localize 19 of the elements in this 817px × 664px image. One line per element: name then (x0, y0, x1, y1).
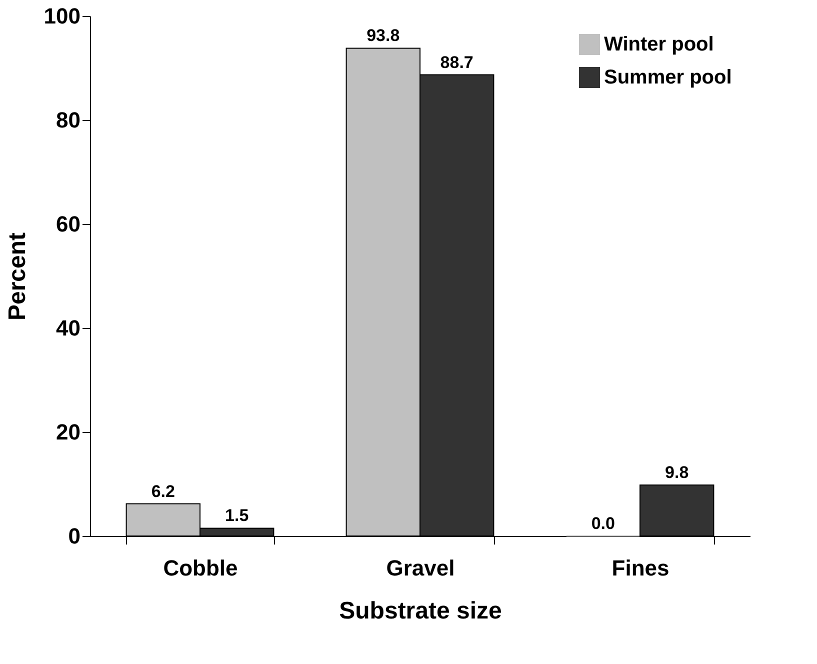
y-tick-label: 80 (56, 108, 80, 132)
legend-label: Winter pool (604, 34, 714, 56)
data-label: 93.8 (366, 26, 400, 46)
y-tick-label: 0 (68, 524, 80, 548)
y-tick-label: 60 (56, 212, 80, 236)
data-label: 88.7 (440, 52, 474, 72)
y-tick-label: 40 (56, 316, 80, 340)
data-label: 6.2 (151, 482, 175, 501)
data-label: 0.0 (591, 514, 615, 533)
data-label: 9.8 (665, 463, 689, 482)
x-axis-title: Substrate size (339, 598, 502, 624)
y-tick-label: 100 (44, 4, 80, 28)
x-tick-label: Fines (612, 556, 670, 580)
x-tick-label: Gravel (386, 556, 455, 580)
x-tick-label: Cobble (163, 556, 238, 580)
data-label: 1.5 (225, 506, 249, 526)
legend-label: Summer pool (604, 66, 732, 88)
y-axis-title: Percent (4, 232, 31, 321)
y-tick-label: 20 (56, 420, 80, 444)
